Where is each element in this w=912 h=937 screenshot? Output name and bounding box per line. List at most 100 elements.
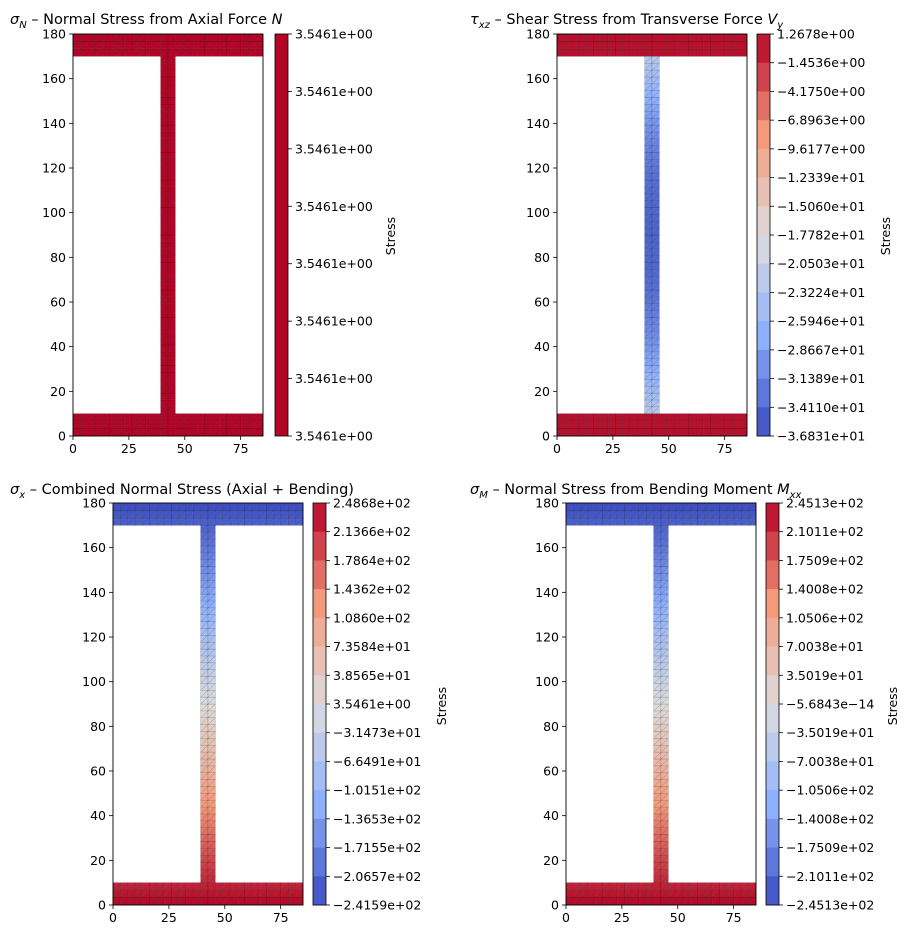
mesh-element <box>668 882 677 891</box>
mesh-element <box>732 413 741 422</box>
y-tick-label: 80 <box>534 250 550 265</box>
x-tick-label: 0 <box>553 441 561 456</box>
colorbar-tick-label: 2.1011e+02 <box>786 524 864 539</box>
chart-title: σN – Normal Stress from Axial Force N <box>10 12 283 31</box>
colorbar-tick-label: −2.1011e+02 <box>786 869 874 884</box>
web-sigmax <box>200 524 216 884</box>
mesh-element <box>189 413 198 422</box>
mesh-element <box>702 413 711 422</box>
mesh-element <box>615 413 624 422</box>
mesh-element <box>193 882 202 891</box>
mesh-element <box>644 56 653 64</box>
colorbar-tick-label: −6.8963e+00 <box>777 113 865 128</box>
colorbar: 1.2678e+00 −1.4536e+00 −4.1750e+00 −6.8963e… <box>756 27 893 444</box>
colorbar-band <box>313 704 326 734</box>
colorbar-tick-label: 1.2678e+00 <box>777 27 855 42</box>
mesh-element <box>578 413 587 422</box>
colorbar-tick-label: −7.0038e+01 <box>786 754 874 769</box>
colorbar-tick-label: −1.4008e+02 <box>786 811 874 826</box>
colorbar-tick-label: −1.5060e+01 <box>777 199 865 214</box>
colorbar-tick-label: −1.0151e+02 <box>333 783 421 798</box>
colorbar-band <box>313 503 326 533</box>
colorbar-tick-label: 1.0506e+02 <box>786 610 864 625</box>
x-tick-label: 25 <box>161 910 177 925</box>
colorbar-tick-label: 3.5461e+00 <box>295 371 373 386</box>
x-tick-label: 25 <box>614 910 630 925</box>
mesh-element <box>167 207 176 215</box>
mesh-element <box>200 525 209 533</box>
mesh-element <box>651 56 660 64</box>
colorbar-tick-label: 3.5461e+00 <box>295 256 373 271</box>
mesh-element <box>681 413 689 422</box>
colorbar-label: Stress <box>383 217 398 255</box>
mesh-element <box>631 882 640 891</box>
y-tick-label: 100 <box>535 674 559 689</box>
colorbar-tick-label: −1.7782e+01 <box>777 228 865 243</box>
colorbar-band <box>757 91 770 121</box>
mesh-element <box>651 117 660 126</box>
mesh-element <box>145 413 154 422</box>
mesh-element <box>131 413 140 422</box>
mesh-element <box>638 882 647 891</box>
mesh-element <box>607 413 616 422</box>
web-sigmaN <box>160 55 176 415</box>
mesh-element <box>182 413 191 422</box>
mesh-element <box>600 413 609 422</box>
bottom-flange-sigmaM <box>565 882 757 906</box>
mesh-element <box>724 413 733 422</box>
x-tick-label: 0 <box>109 910 117 925</box>
chart-title: σx – Combined Normal Stress (Axial + Ben… <box>10 482 354 501</box>
colorbar-band <box>313 847 326 877</box>
mesh-element <box>178 882 187 891</box>
colorbar-band <box>757 120 770 150</box>
bottom-flange-tauxz <box>556 413 748 437</box>
y-tick-label: 40 <box>90 808 106 823</box>
colorbar-band <box>757 292 770 322</box>
mesh-element <box>109 413 118 422</box>
mesh-element <box>659 413 668 422</box>
mesh-element <box>629 413 638 422</box>
mesh-element <box>675 882 684 891</box>
colorbar-tick-label: 7.0038e+01 <box>786 639 864 654</box>
colorbar-tick-label: −2.0657e+02 <box>333 869 421 884</box>
x-tick-label: 75 <box>273 910 289 925</box>
mesh-element <box>167 56 176 64</box>
mesh-element <box>207 525 216 533</box>
colorbar-band <box>766 761 779 791</box>
colorbar-tick-label: 2.1366e+02 <box>333 524 411 539</box>
mesh-element <box>167 337 176 346</box>
mesh-element <box>222 882 231 891</box>
mesh-element <box>160 56 169 64</box>
y-tick-label: 140 <box>42 116 66 131</box>
mesh-element <box>710 413 719 422</box>
colorbar-tick-label: −1.0506e+02 <box>786 783 874 798</box>
colorbar-tick-label: 1.7509e+02 <box>786 553 864 568</box>
mesh-sigmaM <box>565 502 757 906</box>
y-tick-label: 0 <box>98 898 106 913</box>
colorbar-tick-label: 2.4868e+02 <box>333 496 411 511</box>
mesh-element <box>142 882 150 891</box>
colorbar-band <box>313 876 326 906</box>
mesh-element <box>80 413 89 422</box>
mesh-element <box>651 207 660 215</box>
mesh-element <box>564 413 573 422</box>
mesh-element <box>695 413 704 422</box>
colorbar-tick-label: −6.6491e+01 <box>333 754 421 769</box>
mesh-element <box>167 220 176 229</box>
y-tick-label: 120 <box>526 161 550 176</box>
x-tick-label: 50 <box>177 441 193 456</box>
mesh-element <box>688 413 697 422</box>
colorbar-band <box>766 675 779 705</box>
colorbar-tick-label: −2.5946e+01 <box>777 314 865 329</box>
colorbar-band <box>313 560 326 590</box>
colorbar-tick-label: 2.4513e+02 <box>786 496 864 511</box>
mesh-element <box>171 882 180 891</box>
bottom-flange-sigmax <box>112 882 304 906</box>
mesh-element <box>651 83 660 91</box>
y-tick-label: 180 <box>82 496 106 511</box>
mesh-element <box>673 413 682 422</box>
colorbar-band <box>766 876 779 906</box>
colorbar-band <box>766 617 779 647</box>
